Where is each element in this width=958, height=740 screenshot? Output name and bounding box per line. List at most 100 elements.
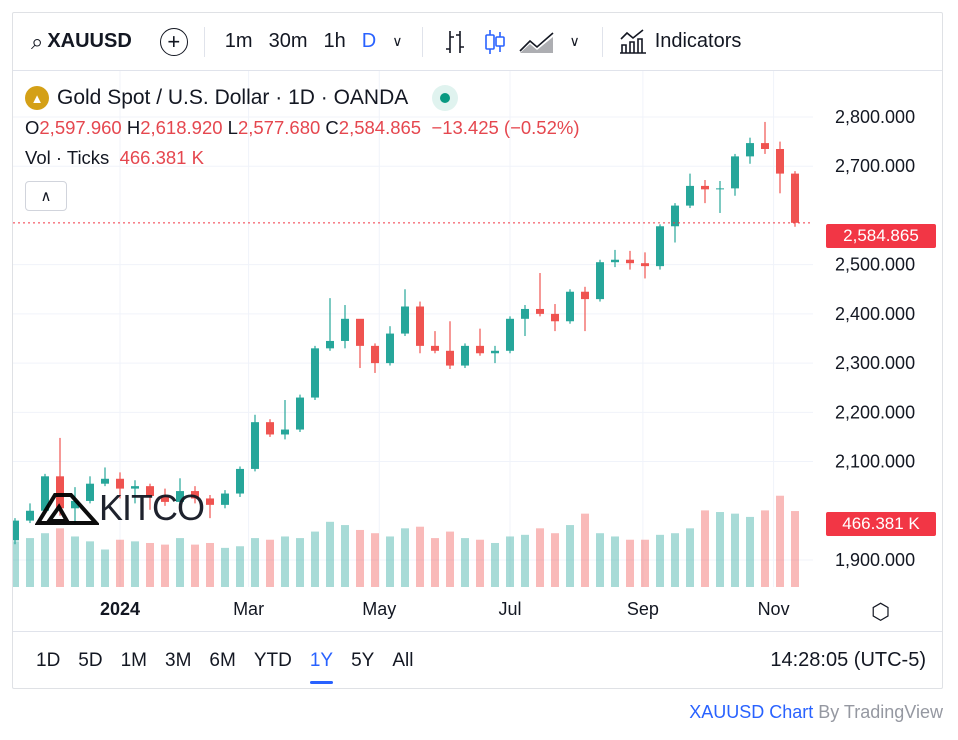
interval-30m[interactable]: 30m: [268, 30, 308, 52]
chart-pane[interactable]: 2,800.000 2,700.000 2,500.000 2,400.000 2,30…: [13, 71, 942, 631]
volume-bar: [26, 538, 34, 587]
candle-body: [641, 263, 649, 267]
volume-bar: [161, 544, 169, 587]
range-all[interactable]: All: [392, 649, 414, 671]
volume-bar: [641, 539, 649, 587]
candle-body: [566, 291, 574, 322]
range-ytd[interactable]: YTD: [253, 649, 292, 671]
x-tick-label: Jul: [498, 599, 521, 619]
volume-bar: [656, 534, 664, 587]
candle-body: [431, 345, 439, 351]
market-open-icon: [432, 85, 459, 111]
candle-body: [671, 205, 679, 227]
volume-value: 466.381 K: [119, 147, 204, 168]
range-bar: 1D 5D 1M 3M 6M YTD 1Y 5Y All 14:28:05 (UTC-5): [13, 631, 942, 689]
candle-body: [26, 510, 34, 521]
indicators-button[interactable]: Indicators: [615, 13, 746, 70]
range-6m[interactable]: 6M: [209, 649, 236, 671]
volume-bar: [131, 541, 139, 587]
x-tick-label: Mar: [233, 599, 264, 619]
candle-body: [221, 493, 229, 505]
candle-body: [791, 173, 799, 223]
range-3m[interactable]: 3M: [165, 649, 192, 671]
chevron-up-icon: ∧: [40, 188, 52, 205]
range-5d[interactable]: 5D: [78, 649, 103, 671]
area-style-button[interactable]: [515, 13, 559, 70]
gold-icon: ▲: [25, 86, 49, 110]
interval-d[interactable]: D: [361, 30, 377, 52]
by-tradingview: By TradingView: [813, 702, 943, 722]
candle-body: [611, 259, 619, 263]
volume-label: Vol · Ticks: [25, 147, 110, 168]
candle-body: [56, 476, 64, 509]
candle-body: [146, 486, 154, 496]
volume-bar: [446, 531, 454, 587]
bar-chart-icon: [446, 30, 465, 53]
candle-body: [236, 468, 244, 494]
change-value: −13.425 (−0.52%): [431, 117, 580, 138]
volume-bar: [326, 521, 334, 587]
volume-bar: [116, 539, 124, 587]
volume-bar: [401, 528, 409, 587]
range-1m[interactable]: 1M: [120, 649, 147, 671]
candle-body: [41, 476, 49, 511]
candles-style-button[interactable]: [475, 13, 515, 70]
compare-button[interactable]: +: [159, 13, 188, 70]
bars-style-button[interactable]: [435, 13, 475, 70]
candle-body: [746, 143, 754, 157]
candle-body: [386, 333, 394, 364]
x-tick-label: Nov: [758, 599, 790, 619]
settings-hex-icon: ⬡: [871, 599, 891, 624]
search-icon: ⌕: [31, 28, 44, 54]
high-value: 2,618.920: [140, 117, 223, 138]
range-5y[interactable]: 5Y: [351, 649, 375, 671]
symbol-label: XAUUSD: [47, 30, 132, 52]
candle-body: [326, 340, 334, 349]
chart-settings-button[interactable]: ⬡: [871, 599, 890, 625]
candle-body: [311, 348, 319, 398]
volume-bar: [716, 512, 724, 587]
style-dropdown[interactable]: ∨: [559, 13, 589, 70]
volume-bar: [491, 542, 499, 587]
volume-bar: [371, 533, 379, 587]
toolbar: ⌕ XAUUSD + 1m 30m 1h D ∨ ∨ Indicators: [13, 13, 942, 71]
interval-1h[interactable]: 1h: [323, 30, 346, 52]
candle-body: [71, 500, 79, 509]
range-1d[interactable]: 1D: [36, 649, 61, 671]
volume-bar: [56, 528, 64, 587]
symbol-title: Gold Spot / U.S. Dollar · 1D · OANDA: [57, 86, 409, 109]
candlestick-chart: 2,800.000 2,700.000 2,500.000 2,400.000 2,30…: [13, 71, 915, 619]
volume-bar: [566, 525, 574, 587]
volume-bar: [296, 538, 304, 587]
symbol-search[interactable]: ⌕ XAUUSD: [13, 13, 132, 70]
interval-1m[interactable]: 1m: [224, 30, 253, 52]
volume-bar: [236, 546, 244, 587]
interval-dropdown[interactable]: ∨: [384, 13, 410, 70]
y-tick-label: 2,500.000: [835, 255, 915, 275]
range-1y[interactable]: 1Y: [301, 650, 342, 684]
candle-body: [401, 306, 409, 334]
y-tick-label: 2,300.000: [835, 353, 915, 373]
volume-tag: 466.381 K: [826, 512, 936, 536]
candle-body: [551, 313, 559, 322]
candle-body: [761, 143, 769, 149]
candle-body: [596, 262, 604, 300]
candle-body: [476, 345, 484, 354]
candle-body: [731, 156, 739, 189]
collapse-legend-button[interactable]: ∧: [25, 181, 67, 211]
candle-body: [686, 185, 694, 206]
chevron-down-icon: ∨: [569, 33, 580, 49]
chart-link[interactable]: XAUUSD Chart: [689, 702, 814, 722]
candle-body: [701, 185, 709, 190]
volume-bar: [356, 529, 364, 587]
volume-bar: [626, 539, 634, 587]
volume-bar: [776, 495, 784, 587]
candle-body: [521, 308, 529, 319]
y-tick-label: 1,900.000: [835, 550, 915, 570]
indicators-label: Indicators: [654, 30, 742, 52]
volume-bar: [761, 510, 769, 587]
candle-body: [206, 498, 214, 505]
volume-bar: [506, 536, 514, 587]
candle-body: [626, 259, 634, 264]
x-tick-label: Sep: [627, 599, 659, 619]
